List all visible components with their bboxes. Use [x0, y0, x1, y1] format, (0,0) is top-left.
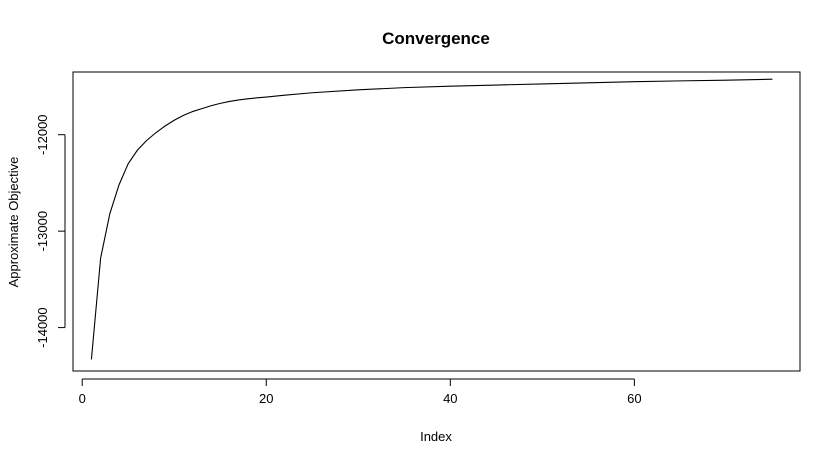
chart-title: Convergence [382, 29, 490, 48]
x-tick-label: 40 [443, 391, 457, 406]
y-axis: -14000 -13000 -12000 [35, 114, 66, 348]
series-line [90, 78, 773, 360]
y-axis-label: Approximate Objective [6, 157, 21, 288]
y-tick-label: -13000 [35, 211, 50, 251]
x-tick-label: 20 [259, 391, 273, 406]
plot-frame [72, 71, 801, 372]
y-tick-label: -14000 [35, 307, 50, 347]
x-axis: 0 20 40 60 [79, 378, 642, 406]
y-tick-label: -12000 [35, 114, 50, 154]
x-tick-label: 0 [79, 391, 86, 406]
x-axis-label: Index [420, 429, 452, 444]
x-tick-label: 60 [627, 391, 641, 406]
